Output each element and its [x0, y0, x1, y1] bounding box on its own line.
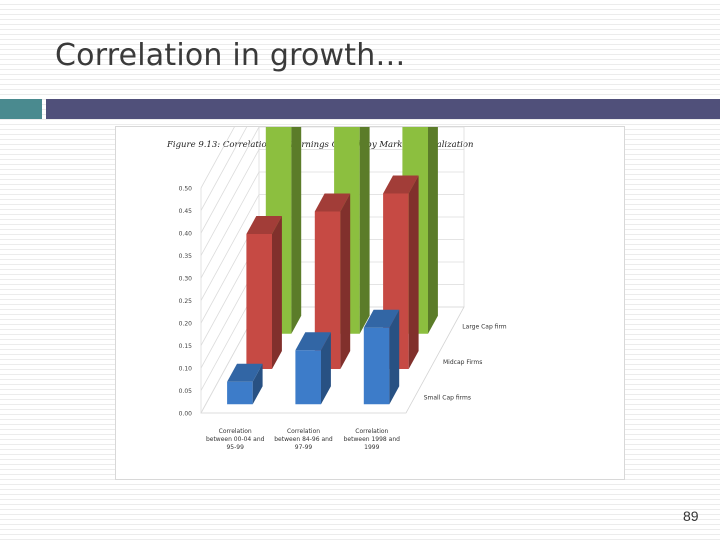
- x-category-line: Correlation: [287, 428, 320, 435]
- legend-series-label: Small Cap firms: [424, 394, 471, 401]
- y-tick-label: 0.50: [179, 186, 193, 193]
- y-tick-label: 0.45: [179, 208, 193, 215]
- gridline: [200, 127, 235, 189]
- gridline: [200, 127, 248, 211]
- x-category-line: Correlation: [219, 428, 252, 435]
- bar-small-3: [363, 309, 400, 405]
- chart-figure: Figure 9.13: Correlations in Earnings Gr…: [115, 126, 625, 480]
- bar-side-face: [428, 127, 438, 334]
- legend-series-label: Midcap Firms: [443, 359, 482, 366]
- y-tick-label: 0.05: [179, 388, 193, 395]
- x-category-line: 97-99: [295, 444, 313, 451]
- y-tick-label: 0.10: [179, 366, 193, 373]
- bar-side-face: [359, 127, 370, 334]
- bar-side-face: [408, 175, 419, 369]
- bar-mid-1: [246, 216, 282, 369]
- x-category-label: Correlation between 84-96 and 97-99: [274, 428, 333, 451]
- bar-front-face: [227, 381, 253, 405]
- x-category-label: Correlation between 1998 and 1999: [344, 428, 401, 451]
- gridline: [200, 127, 464, 234]
- y-tick-label: 0.00: [179, 411, 193, 418]
- bar-mid-2: [314, 193, 351, 369]
- page-number: 89: [683, 508, 699, 524]
- legend-series-label: Large Cap firm: [462, 324, 507, 331]
- bar-front-face: [363, 327, 390, 405]
- x-category-line: Correlation: [355, 428, 388, 435]
- y-tick-label: 0.15: [179, 343, 193, 350]
- bar-side-face: [321, 332, 331, 405]
- x-category-label: Correlation between 00-04 and 95-99: [206, 428, 265, 451]
- x-category-line: 1999: [364, 444, 379, 451]
- y-tick-label: 0.40: [179, 231, 193, 238]
- bar-side-face: [252, 363, 263, 405]
- slide-title: Correlation in growth…: [55, 38, 406, 73]
- bar-top-face: [246, 216, 282, 234]
- x-category-line: between 00-04 and: [206, 436, 265, 443]
- accent-bar-teal: [0, 99, 42, 119]
- bar-small-2: [295, 332, 331, 405]
- x-category-line: 95-99: [226, 444, 244, 451]
- bar-side-face: [272, 216, 282, 369]
- bar-top-face: [363, 309, 400, 328]
- bar-front-face: [314, 211, 341, 369]
- x-category-line: between 1998 and: [344, 436, 401, 443]
- bar-small-1: [227, 363, 263, 405]
- y-tick-label: 0.20: [179, 321, 193, 328]
- bar-front-face: [246, 234, 272, 369]
- bar-top-face: [227, 363, 263, 382]
- chart-svg: Figure 9.13: Correlations in Earnings Gr…: [166, 127, 507, 451]
- chart-bars: [227, 127, 438, 405]
- y-tick-label: 0.30: [179, 276, 193, 283]
- y-tick-label: 0.25: [179, 298, 193, 305]
- accent-bar-navy: [46, 99, 720, 119]
- y-tick-label: 0.35: [179, 253, 193, 260]
- x-category-line: between 84-96 and: [274, 436, 333, 443]
- bar-side-face: [291, 127, 302, 334]
- bar-top-face: [383, 175, 419, 194]
- bar-top-face: [314, 193, 351, 212]
- bar-side-face: [340, 193, 351, 369]
- bar-side-face: [389, 309, 400, 405]
- bar-front-face: [295, 350, 321, 405]
- chart-title: Figure 9.13: Correlations in Earnings Gr…: [166, 140, 473, 150]
- bar-top-face: [295, 332, 331, 351]
